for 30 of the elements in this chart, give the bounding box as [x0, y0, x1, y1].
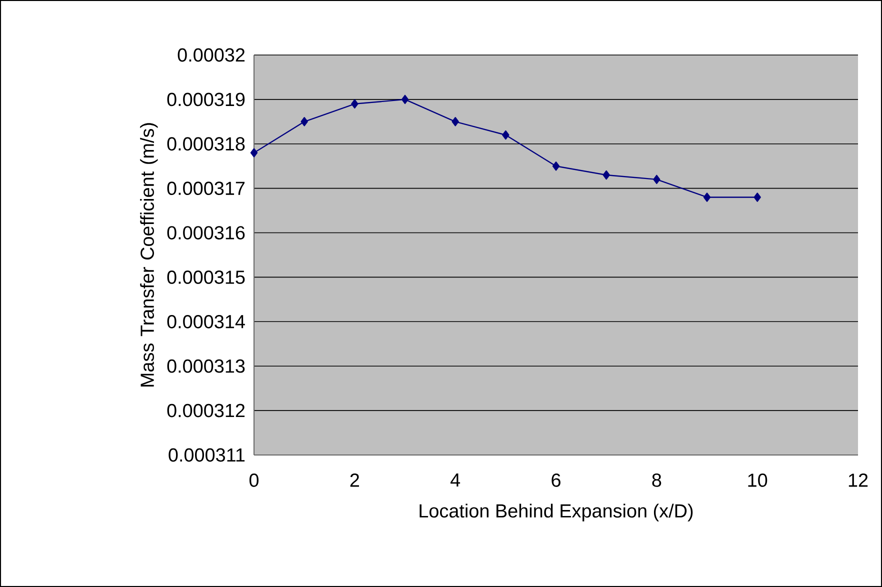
- point: [401, 94, 409, 104]
- y-tick-label: 0.00032: [178, 48, 245, 62]
- x-tick-label: 8: [652, 473, 662, 487]
- x-tick-label: 12: [848, 473, 868, 487]
- y-tick-label: 0.000312: [167, 404, 245, 418]
- y-tick-label: 0.000315: [167, 270, 245, 284]
- point: [754, 192, 761, 202]
- point: [351, 99, 358, 108]
- x-tick-label: 6: [552, 473, 560, 487]
- point: [452, 117, 459, 126]
- point: [300, 117, 308, 126]
- point: [653, 174, 660, 184]
- y-tick-label: 0.000311: [168, 448, 245, 462]
- point: [502, 130, 510, 140]
- x-tick-label: 2: [350, 473, 359, 487]
- y-tick-label: 0.000318: [167, 137, 245, 151]
- point: [703, 192, 711, 202]
- x-axis-title: Location Behind Expansion (x/D): [420, 504, 693, 522]
- point: [250, 148, 258, 158]
- point: [552, 162, 560, 171]
- y-tick-label: 0.000316: [167, 226, 245, 240]
- x-tick-label: 0: [249, 473, 259, 487]
- y-tick-label: 0.000317: [167, 182, 245, 196]
- point: [602, 170, 610, 180]
- y-axis-title: Mass Transfer Coefficient (m/s): [140, 123, 158, 386]
- y-tick-label: 0.000319: [167, 92, 245, 106]
- y-tick-label: 0.000314: [167, 314, 245, 328]
- x-tick-label: 4: [450, 474, 460, 487]
- y-tick-label: 0.000313: [167, 359, 245, 373]
- x-tick-label: 10: [748, 473, 768, 487]
